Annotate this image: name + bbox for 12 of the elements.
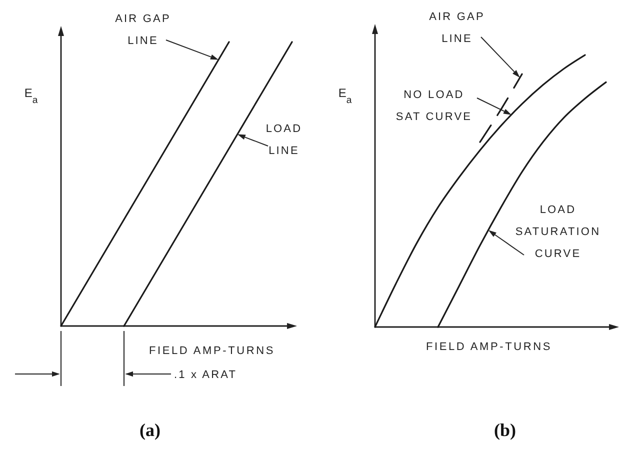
text: AIR GAP LINE xyxy=(115,13,171,47)
series-label: LOAD SATURATION CURVE xyxy=(515,204,601,260)
text: AIR GAP LINE xyxy=(429,11,485,45)
text: (a) xyxy=(140,420,160,440)
x-axis-title: FIELD AMP-TURNS xyxy=(426,341,552,353)
text: .1 x ARAT xyxy=(174,369,238,381)
legend-label: NO LOAD SAT CURVE xyxy=(396,89,472,123)
text: (b) xyxy=(494,420,516,440)
x-axis-title: FIELD AMP-TURNS xyxy=(148,345,276,357)
y-axis-title: E$_{a}$ xyxy=(338,86,352,106)
y-axis-title: E$_{a}$ xyxy=(24,86,38,106)
legend-label: LOAD LINE xyxy=(266,123,302,157)
